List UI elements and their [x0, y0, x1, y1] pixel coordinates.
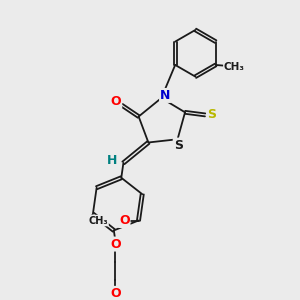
Text: O: O [110, 287, 121, 300]
Text: S: S [207, 108, 216, 122]
Text: CH₃: CH₃ [224, 61, 245, 72]
Text: H: H [107, 154, 117, 167]
Text: O: O [111, 95, 121, 108]
Text: S: S [174, 139, 183, 152]
Text: N: N [160, 89, 170, 102]
Text: O: O [119, 214, 130, 227]
Text: CH₃: CH₃ [88, 215, 108, 226]
Text: O: O [110, 238, 121, 250]
